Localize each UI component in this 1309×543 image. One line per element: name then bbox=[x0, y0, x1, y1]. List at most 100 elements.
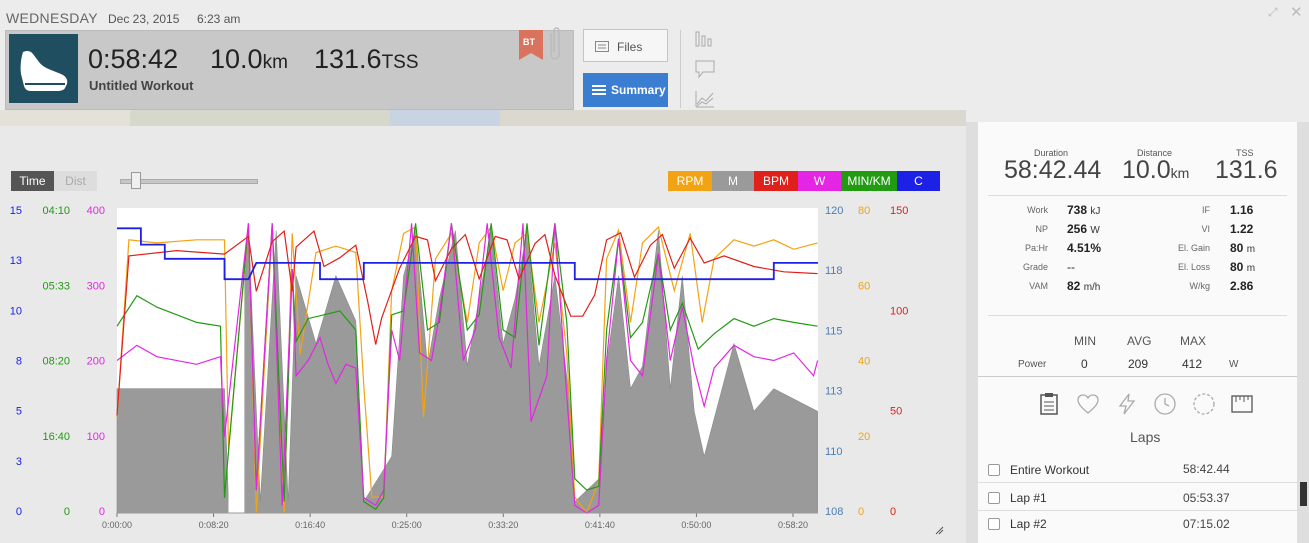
bpm-axis-tick-label: 50 bbox=[890, 406, 902, 418]
metric-np-unit: W bbox=[1090, 225, 1100, 236]
legend-m[interactable]: M bbox=[712, 171, 754, 191]
metrics-divider bbox=[988, 315, 1287, 316]
metric-wkg-label: W/kg bbox=[1189, 281, 1210, 291]
legend-c[interactable]: C bbox=[897, 171, 940, 191]
files-button[interactable]: Files bbox=[583, 29, 668, 62]
run-shoe-icon[interactable] bbox=[9, 34, 78, 103]
tss-label: TSS bbox=[1236, 148, 1254, 158]
watts-axis-tick-label: 300 bbox=[87, 280, 105, 292]
duration-value: 58:42.44 bbox=[1004, 156, 1102, 184]
c-axis-tick-label: 8 bbox=[16, 356, 22, 368]
workout-summary-box bbox=[5, 30, 574, 110]
bar-chart-icon[interactable] bbox=[694, 28, 716, 50]
pace-axis-tick-label: 0 bbox=[64, 506, 70, 518]
ruler-icon[interactable] bbox=[1230, 392, 1254, 416]
legend-bpm[interactable]: BPM bbox=[754, 171, 798, 191]
files-icon bbox=[595, 41, 609, 52]
metric-elgain-number: 80 bbox=[1230, 241, 1244, 255]
series-c-line bbox=[117, 227, 818, 281]
metric-work-label: Work bbox=[1027, 205, 1048, 215]
resize-grip-icon bbox=[935, 526, 944, 535]
close-icon[interactable]: ✕ bbox=[1290, 4, 1303, 21]
c-axis-tick-label: 0 bbox=[16, 506, 22, 518]
trend-chart-icon[interactable] bbox=[694, 88, 716, 110]
lap-time: 07:15.02 bbox=[1183, 517, 1230, 531]
pace-axis-tick-label: 16:40 bbox=[42, 431, 70, 443]
metric-np-label: NP bbox=[1035, 224, 1048, 234]
metric-vam-value: 82 m/h bbox=[1067, 279, 1100, 293]
lap-name: Entire Workout bbox=[1010, 463, 1090, 477]
dist-toggle[interactable]: Dist bbox=[54, 171, 97, 191]
metric-vi-value: 1.22 bbox=[1230, 222, 1254, 236]
lap-checkbox[interactable] bbox=[988, 492, 1000, 504]
x-axis-tick-label: 0:08:20 bbox=[199, 520, 229, 530]
legend-m-label: M bbox=[728, 174, 738, 188]
metric-wkg-value: 2.86 bbox=[1230, 279, 1254, 293]
metric-grade-value: -- bbox=[1067, 260, 1075, 274]
rpm-axis-tick-label: 0 bbox=[858, 506, 864, 518]
rpm-axis-tick-label: 40 bbox=[858, 356, 870, 368]
metric-if-value: 1.16 bbox=[1230, 203, 1254, 217]
comment-icon[interactable] bbox=[694, 58, 716, 80]
summary-button[interactable]: Summary bbox=[583, 73, 668, 107]
heart-icon[interactable] bbox=[1076, 392, 1100, 416]
lap-name: Lap #1 bbox=[1010, 491, 1047, 505]
metric-vam-label: VAM bbox=[1029, 281, 1048, 291]
metric-if-label: IF bbox=[1202, 205, 1210, 215]
workout-time: 6:23 am bbox=[197, 12, 241, 26]
time-toggle[interactable]: Time bbox=[11, 171, 54, 191]
power-min: 0 bbox=[1081, 357, 1088, 371]
x-axis-tick-label: 0:25:00 bbox=[392, 520, 422, 530]
pace-axis-tick-label: 08:20 bbox=[42, 356, 70, 368]
elevation-axis-tick-label: 115 bbox=[825, 325, 843, 337]
lap-checkbox[interactable] bbox=[988, 518, 1000, 530]
elevation-axis-tick-label: 118 bbox=[825, 265, 843, 277]
smoothing-slider-handle[interactable] bbox=[131, 172, 141, 189]
header-distance-unit: km bbox=[262, 52, 288, 73]
legend-w[interactable]: W bbox=[798, 171, 841, 191]
dashed-circle-icon[interactable] bbox=[1192, 392, 1216, 416]
metric-elgain-unit: m bbox=[1246, 244, 1256, 255]
x-axis-tick-label: 0:50:00 bbox=[681, 520, 711, 530]
lap-checkbox[interactable] bbox=[988, 464, 1000, 476]
metric-work-value: 738 kJ bbox=[1067, 203, 1100, 217]
legend-w-label: W bbox=[813, 174, 826, 188]
clipboard-icon[interactable] bbox=[1037, 392, 1061, 416]
map-preview[interactable] bbox=[0, 110, 966, 126]
bt-flag-icon[interactable]: BT bbox=[519, 30, 543, 60]
expand-icon[interactable]: ⤢ bbox=[1268, 5, 1278, 19]
x-axis-tick-label: 0:58:20 bbox=[778, 520, 808, 530]
workout-day: WEDNESDAY bbox=[6, 10, 98, 26]
legend-min-km[interactable]: MIN/KM bbox=[841, 171, 897, 191]
lap-time: 58:42.44 bbox=[1183, 462, 1230, 476]
elevation-axis-tick-label: 113 bbox=[825, 386, 843, 398]
lightning-icon[interactable] bbox=[1115, 392, 1139, 416]
x-axis-tick-label: 0:16:40 bbox=[295, 520, 325, 530]
lap-row-1[interactable]: Lap #1 05:53.37 bbox=[978, 485, 1297, 511]
bpm-axis-tick-label: 0 bbox=[890, 506, 896, 518]
workout-title[interactable]: Untitled Workout bbox=[89, 78, 194, 93]
smoothing-slider-track[interactable] bbox=[120, 179, 258, 184]
c-axis-tick-label: 15 bbox=[10, 205, 22, 217]
clock-icon[interactable] bbox=[1153, 392, 1177, 416]
bpm-axis-tick-label: 150 bbox=[890, 205, 908, 217]
workout-date: Dec 23, 2015 bbox=[108, 12, 180, 26]
series-m-area bbox=[116, 230, 818, 514]
summary-button-label: Summary bbox=[611, 83, 666, 97]
lap-row-2[interactable]: Lap #2 07:15.02 bbox=[978, 511, 1297, 537]
distance-label: Distance bbox=[1137, 148, 1173, 158]
legend-rpm[interactable]: RPM bbox=[668, 171, 712, 191]
workout-chart[interactable]: 151310853004:1005:3308:2016:400400300200… bbox=[0, 200, 966, 543]
c-axis-tick-label: 5 bbox=[16, 406, 22, 418]
lap-row-entire[interactable]: Entire Workout 58:42.44 bbox=[978, 456, 1297, 482]
header-tss-unit: TSS bbox=[381, 52, 419, 73]
x-axis-tick-label: 0:00:00 bbox=[102, 520, 132, 530]
scrollbar-thumb[interactable] bbox=[1300, 482, 1307, 506]
power-max: 412 bbox=[1182, 357, 1203, 371]
metric-elloss-value: 80 m bbox=[1230, 260, 1255, 274]
header-tss-value: 131.6 bbox=[314, 44, 382, 74]
paperclip-icon[interactable] bbox=[548, 27, 562, 61]
max-header: MAX bbox=[1180, 334, 1207, 348]
laps-divider bbox=[978, 376, 1297, 377]
metric-work-unit: kJ bbox=[1090, 206, 1101, 217]
